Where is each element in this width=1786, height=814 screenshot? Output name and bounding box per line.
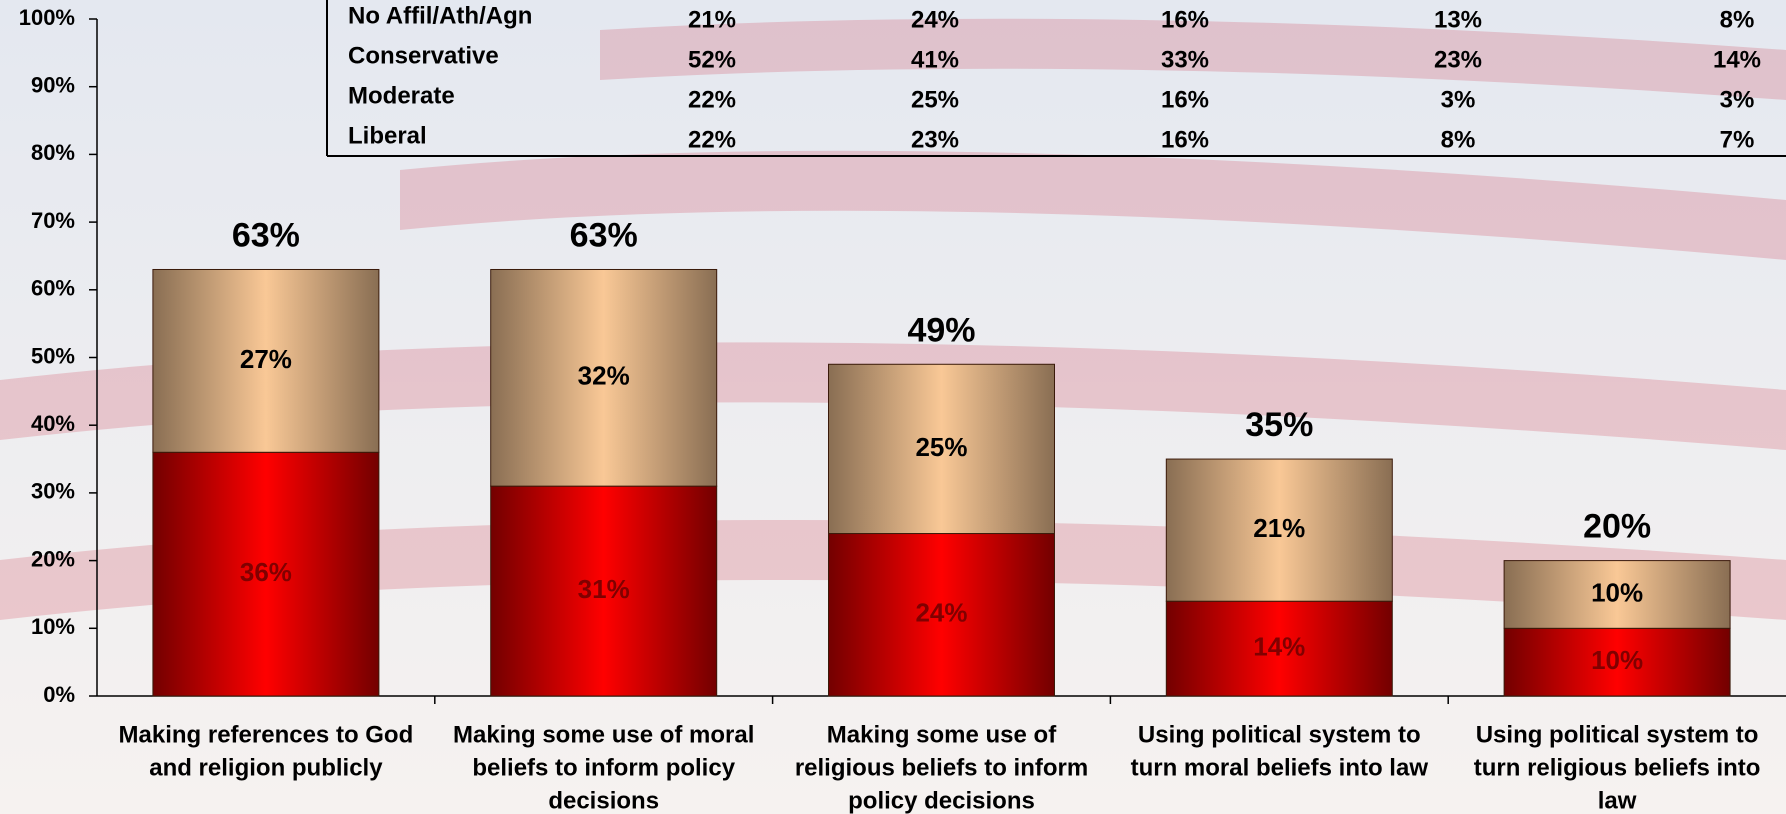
y-tick-label: 70% <box>31 208 75 233</box>
x-tick-label: Making some use of <box>827 721 1057 748</box>
x-tick-label: religious beliefs to inform <box>795 754 1088 781</box>
bar-segment <box>1165 600 1393 697</box>
y-tick-label: 20% <box>31 546 75 571</box>
table-cell: 16% <box>1161 86 1209 113</box>
x-tick-label: law <box>1598 787 1637 814</box>
value-label: 27% <box>240 344 292 374</box>
bar-segment <box>152 451 380 697</box>
table-cell: 16% <box>1161 6 1209 33</box>
x-tick-label: turn religious beliefs into <box>1474 754 1761 781</box>
x-tick-label: Using political system to <box>1138 721 1421 748</box>
bar-segment <box>152 268 380 453</box>
total-label: 49% <box>907 311 975 349</box>
total-label: 63% <box>570 216 638 254</box>
x-tick-label: and religion publicly <box>149 754 383 781</box>
x-tick-label: policy decisions <box>848 787 1035 814</box>
y-tick-label: 60% <box>31 276 75 301</box>
x-tick-label: Making some use of moral <box>453 721 754 748</box>
table-cell: 52% <box>688 46 736 73</box>
value-label: 10% <box>1591 645 1643 675</box>
bar-segment <box>1503 627 1731 697</box>
y-tick-label: 40% <box>31 411 75 436</box>
table-cell: 13% <box>1434 6 1482 33</box>
y-tick-label: 0% <box>43 682 75 707</box>
table-cell: 23% <box>1434 46 1482 73</box>
table-cell: 41% <box>911 46 959 73</box>
value-label: 36% <box>240 557 292 587</box>
table-cell: 21% <box>688 6 736 33</box>
bar-segment <box>1165 458 1393 602</box>
total-label: 63% <box>232 216 300 254</box>
table-cell: 8% <box>1720 6 1755 33</box>
value-label: 25% <box>915 432 967 462</box>
table-cell: 22% <box>688 126 736 153</box>
table-row-label: Conservative <box>348 42 499 69</box>
table-cell: 24% <box>911 6 959 33</box>
bar-segment <box>828 533 1055 697</box>
table-cell: 8% <box>1441 126 1476 153</box>
bar-segment <box>1503 560 1731 629</box>
table-row-label: Moderate <box>348 82 455 109</box>
value-label: 32% <box>578 361 630 391</box>
table-cell: 22% <box>688 86 736 113</box>
bar-segment <box>490 485 718 697</box>
table-cell: 16% <box>1161 126 1209 153</box>
bar-segment <box>828 363 1055 535</box>
y-tick-label: 50% <box>31 343 75 368</box>
table-cell: 7% <box>1720 126 1755 153</box>
total-label: 20% <box>1583 508 1651 546</box>
table-row-label: No Affil/Ath/Agn <box>348 2 532 29</box>
value-label: 21% <box>1253 513 1305 543</box>
table-cell: 33% <box>1161 46 1209 73</box>
y-tick-label: 80% <box>31 140 75 165</box>
value-label: 10% <box>1591 577 1643 607</box>
table-cell: 23% <box>911 126 959 153</box>
table-cell: 14% <box>1713 46 1761 73</box>
value-label: 14% <box>1253 631 1305 661</box>
total-label: 35% <box>1245 406 1313 444</box>
value-label: 24% <box>915 598 967 628</box>
y-tick-label: 30% <box>31 479 75 504</box>
table-row-label: Liberal <box>348 122 427 149</box>
x-tick-label: Making references to God <box>119 721 414 748</box>
x-tick-label: decisions <box>548 787 659 814</box>
table-cell: 3% <box>1720 86 1755 113</box>
table-cell: 3% <box>1441 86 1476 113</box>
x-tick-label: beliefs to inform policy <box>472 754 735 781</box>
y-tick-label: 90% <box>31 73 75 98</box>
y-tick-label: 100% <box>19 5 75 30</box>
bar-segment <box>490 268 718 487</box>
y-tick-label: 10% <box>31 614 75 639</box>
x-tick-label: turn moral beliefs into law <box>1131 754 1429 781</box>
table-cell: 25% <box>911 86 959 113</box>
x-tick-label: Using political system to <box>1476 721 1759 748</box>
value-label: 31% <box>578 574 630 604</box>
